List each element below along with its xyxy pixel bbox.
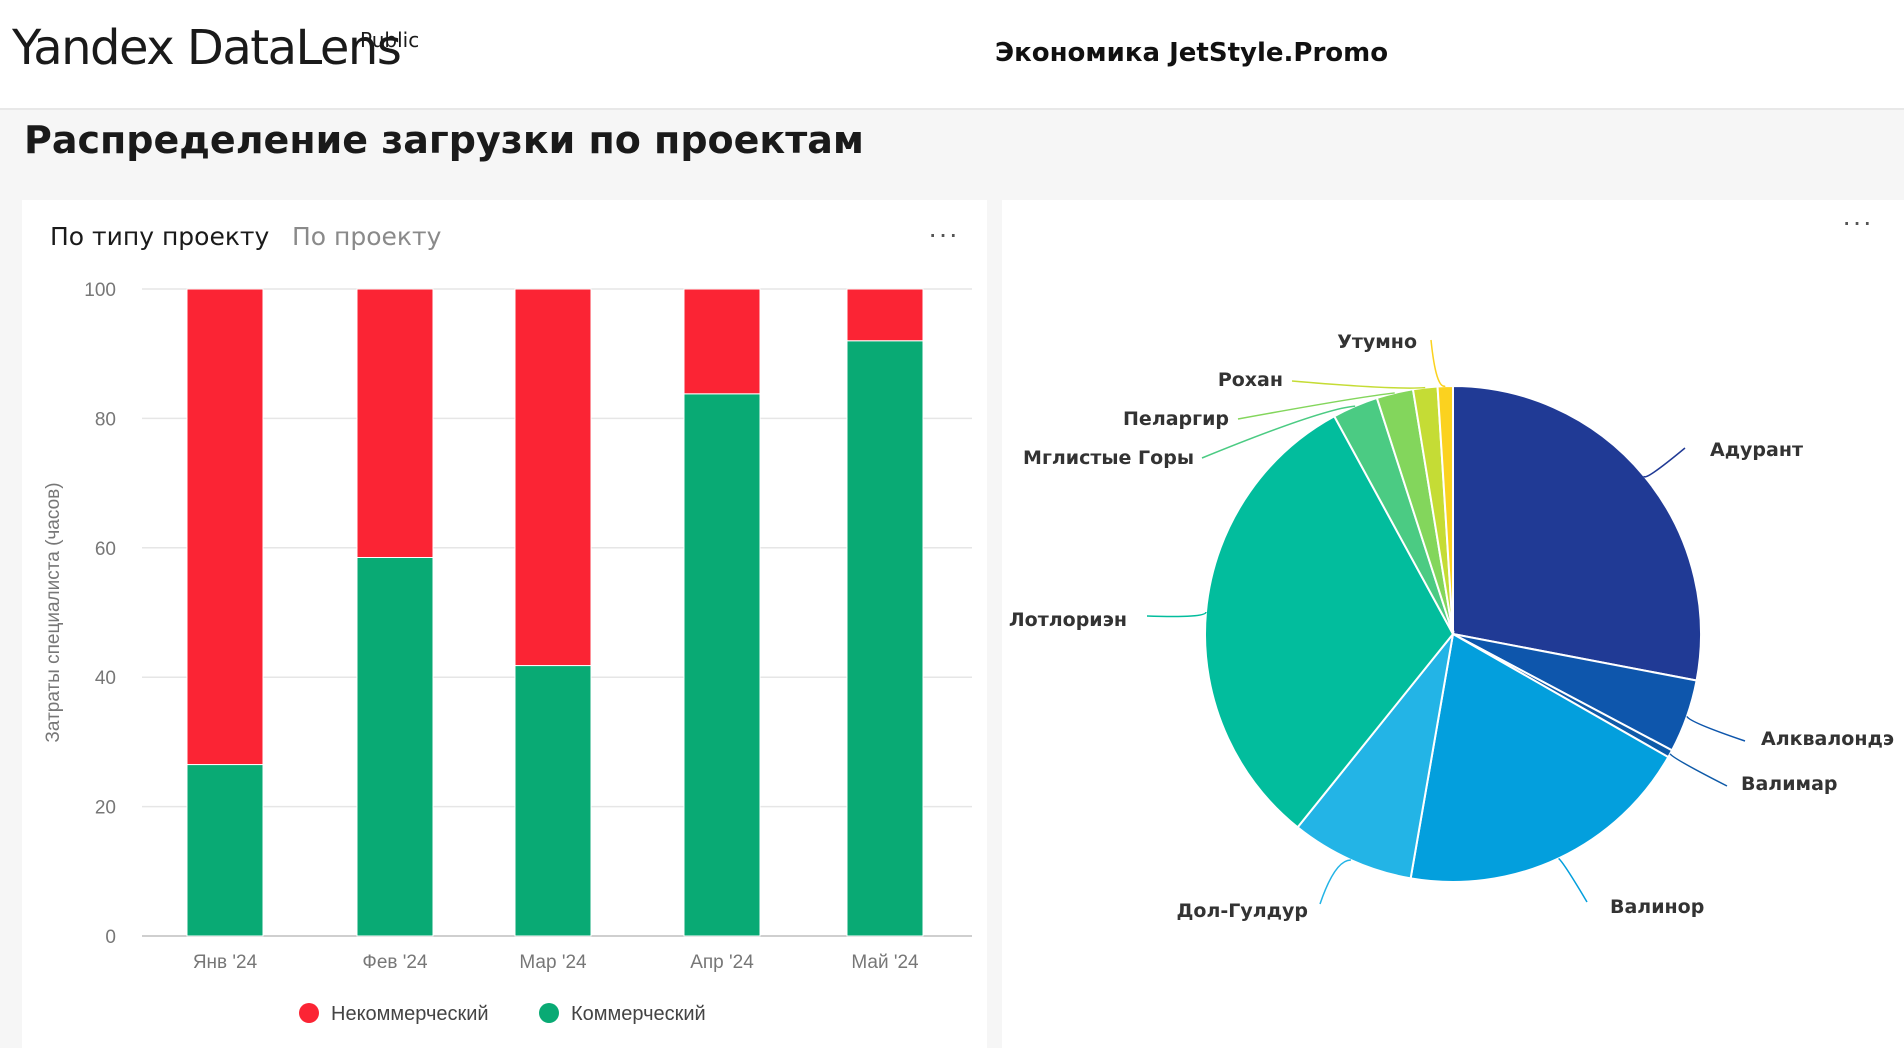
x-tick-label: Апр '24 (690, 952, 754, 973)
bar-noncommercial[interactable] (683, 288, 761, 395)
pie-label-connector (1146, 611, 1207, 618)
legend-item[interactable]: Некоммерческий (299, 1003, 489, 1025)
pie-slice-label: Валимар (1741, 773, 1837, 795)
legend-item[interactable]: Коммерческий (539, 1003, 706, 1025)
pie-slice-label: Рохан (1218, 369, 1283, 391)
bar-commercial[interactable] (514, 665, 592, 937)
y-tick-label: 20 (95, 798, 116, 819)
tab-by-project-type[interactable]: По типу проекту (50, 222, 270, 251)
pie-label-connector (1291, 380, 1426, 389)
pie-chart: Адурант Алквалондэ Валимар Валинор Дол-Гулду… (1009, 331, 1894, 922)
pie-label-connector (1558, 857, 1588, 903)
pie-slice-label: Пеларгир (1123, 408, 1229, 430)
more-menu-icon[interactable]: ··· (1842, 206, 1873, 237)
top-bar: Yandex DataLens Public Экономика JetStyl… (0, 0, 1904, 110)
legend-marker (539, 1003, 559, 1023)
bar-noncommercial[interactable] (186, 288, 264, 766)
x-tick-label: Мар '24 (519, 952, 587, 973)
pie-label-connector (1201, 405, 1356, 459)
bar-commercial[interactable] (846, 340, 924, 937)
bar-commercial[interactable] (186, 764, 264, 937)
pie-slice-label: Валинор (1610, 896, 1704, 918)
y-tick-label: 60 (95, 539, 116, 560)
bar-noncommercial[interactable] (846, 288, 924, 342)
bar-noncommercial[interactable] (514, 288, 592, 667)
more-menu-icon[interactable]: ··· (928, 218, 959, 249)
pie-label-connector (1686, 715, 1746, 742)
legend-marker (299, 1003, 319, 1023)
y-axis-label: Затраты специалиста (часов) (43, 482, 64, 742)
pie-chart-widget: ··· Адурант Алквалондэ Валимар Валинор Дол-Г… (1002, 200, 1904, 1048)
pie-slice-label: Лотлориэн (1009, 609, 1127, 631)
y-tick-label: 40 (95, 668, 116, 689)
y-tick-label: 80 (95, 409, 116, 430)
public-badge: Public (360, 28, 420, 52)
pie-slice[interactable] (1409, 632, 1670, 883)
x-tick-label: Янв '24 (193, 952, 258, 973)
y-tick-label: 0 (105, 927, 116, 948)
pie-slice-label: Утумно (1337, 331, 1417, 353)
x-tick-label: Фев '24 (362, 952, 428, 973)
bar-commercial[interactable] (683, 393, 761, 937)
pie-slice[interactable] (1452, 384, 1702, 682)
pie-slice-label: Мглистые Горы (1023, 447, 1194, 469)
pie-label-connector (1669, 753, 1728, 787)
section-title: Распределение загрузки по проектам (24, 118, 864, 162)
bar-chart-widget: По типу проекту По проекту ··· 0 20 40 60 80… (22, 200, 987, 1048)
tab-by-project[interactable]: По проекту (292, 222, 442, 251)
app-logo[interactable]: Yandex DataLens (12, 20, 402, 76)
pie-slice-label: Дол-Гулдур (1176, 900, 1308, 922)
bar-noncommercial[interactable] (356, 288, 434, 559)
pie-slice-label: Адурант (1710, 439, 1803, 461)
pie-label-connector (1319, 859, 1352, 905)
dashboard-title: Экономика JetStyle.Promo (995, 38, 1389, 68)
pie-label-connector (1237, 392, 1395, 420)
stacked-bar-chart: 0 20 40 60 80 100 Затраты специалиста (часов) Я… (43, 280, 972, 1025)
legend-label: Коммерческий (571, 1003, 706, 1025)
pie-slice-label: Алквалондэ (1761, 728, 1894, 750)
pie-label-connector (1643, 447, 1686, 478)
x-tick-label: Май '24 (851, 952, 919, 973)
bar-commercial[interactable] (356, 557, 434, 937)
y-tick-label: 100 (84, 280, 116, 301)
pie-label-connector (1430, 339, 1446, 387)
legend-label: Некоммерческий (331, 1003, 489, 1025)
